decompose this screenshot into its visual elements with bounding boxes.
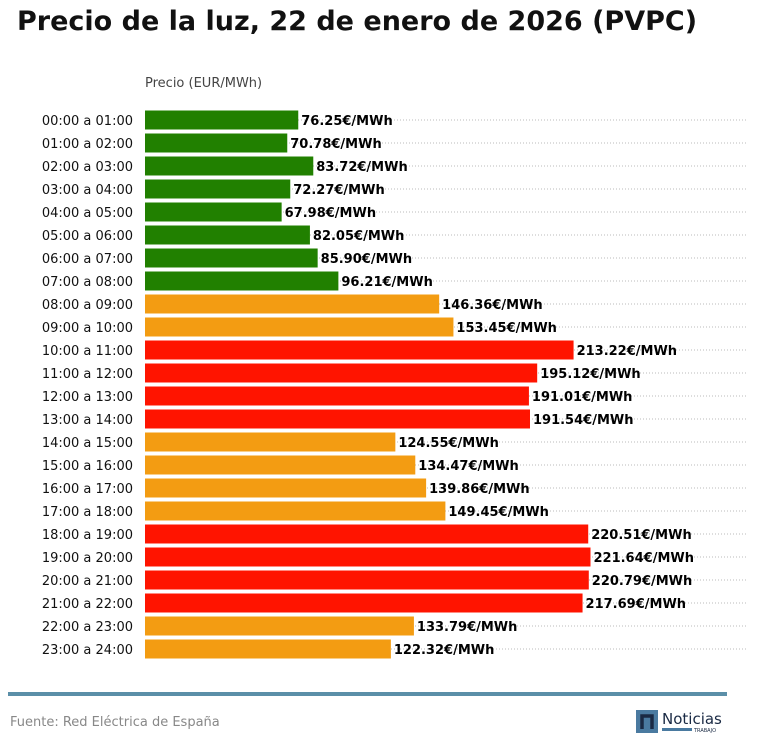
bar	[145, 409, 530, 429]
data-label: 82.05€/MWh	[313, 229, 404, 244]
y-tick-label: 09:00 a 10:00	[42, 321, 133, 336]
y-tick-label: 23:00 a 24:00	[42, 643, 133, 658]
data-label: 124.55€/MWh	[398, 436, 499, 451]
data-label: 153.45€/MWh	[456, 321, 557, 336]
y-tick-label: 08:00 a 09:00	[42, 298, 133, 313]
y-tick-label: 10:00 a 11:00	[42, 344, 133, 359]
y-tick-label: 11:00 a 12:00	[42, 367, 133, 382]
data-label: 213.22€/MWh	[577, 344, 678, 359]
y-tick-label: 01:00 a 02:00	[42, 137, 133, 152]
bar	[145, 432, 396, 452]
data-label: 67.98€/MWh	[285, 206, 376, 221]
data-label: 221.64€/MWh	[593, 551, 694, 566]
y-tick-label: 22:00 a 23:00	[42, 620, 133, 635]
y-tick-label: 06:00 a 07:00	[42, 252, 133, 267]
data-label: 85.90€/MWh	[321, 252, 412, 267]
data-label: 96.21€/MWh	[341, 275, 432, 290]
data-label: 139.86€/MWh	[429, 482, 530, 497]
data-label: 220.79€/MWh	[592, 574, 693, 589]
bar	[145, 110, 299, 130]
svg-text:Noticias: Noticias	[662, 710, 722, 728]
bar	[145, 340, 574, 360]
bar	[145, 593, 583, 613]
bar	[145, 294, 440, 314]
bar	[145, 455, 416, 475]
bar	[145, 317, 454, 337]
bar	[145, 524, 589, 544]
data-label: 83.72€/MWh	[316, 160, 407, 175]
y-tick-label: 19:00 a 20:00	[42, 551, 133, 566]
svg-text:TRABAJO: TRABAJO	[693, 728, 716, 734]
data-label: 76.25€/MWh	[301, 114, 392, 129]
bar	[145, 156, 314, 176]
bar	[145, 386, 529, 406]
data-label: 195.12€/MWh	[540, 367, 641, 382]
bar-chart: Precio (EUR/MWh) 00:00 a 01:00 76.25€/MWh…	[42, 76, 748, 659]
data-label: 72.27€/MWh	[293, 183, 384, 198]
y-tick-label: 13:00 a 14:00	[42, 413, 133, 428]
bar	[145, 363, 538, 383]
y-tick-label: 04:00 a 05:00	[42, 206, 133, 221]
data-label: 70.78€/MWh	[290, 137, 381, 152]
y-tick-label: 16:00 a 17:00	[42, 482, 133, 497]
data-label: 133.79€/MWh	[417, 620, 518, 635]
y-tick-label: 05:00 a 06:00	[42, 229, 133, 244]
data-label: 122.32€/MWh	[394, 643, 495, 658]
y-tick-label: 17:00 a 18:00	[42, 505, 133, 520]
y-tick-label: 03:00 a 04:00	[42, 183, 133, 198]
data-label: 191.54€/MWh	[533, 413, 634, 428]
data-label: 220.51€/MWh	[591, 528, 692, 543]
bar	[145, 202, 282, 222]
y-tick-label: 14:00 a 15:00	[42, 436, 133, 451]
y-tick-label: 18:00 a 19:00	[42, 528, 133, 543]
y-tick-label: 12:00 a 13:00	[42, 390, 133, 405]
x-axis-label: Precio (EUR/MWh)	[145, 76, 262, 91]
bar	[145, 248, 318, 268]
bar	[145, 179, 291, 199]
bar	[145, 616, 414, 636]
bar	[145, 478, 427, 498]
y-tick-label: 21:00 a 22:00	[42, 597, 133, 612]
bar	[145, 547, 591, 567]
y-tick-label: 20:00 a 21:00	[42, 574, 133, 589]
data-label: 134.47€/MWh	[418, 459, 518, 474]
data-label: 217.69€/MWh	[586, 597, 687, 612]
y-tick-label: 07:00 a 08:00	[42, 275, 133, 290]
bar	[145, 501, 446, 521]
y-tick-label: 15:00 a 16:00	[42, 459, 133, 474]
y-tick-label: 02:00 a 03:00	[42, 160, 133, 175]
data-label: 191.01€/MWh	[532, 390, 633, 405]
footer-divider	[8, 692, 727, 696]
chart-title: Precio de la luz, 22 de enero de 2026 (P…	[17, 6, 698, 37]
bar	[145, 570, 589, 590]
noticias-trabajo-logo: Noticias TRABAJO	[636, 710, 722, 734]
bar	[145, 639, 391, 659]
bar	[145, 133, 288, 153]
bar	[145, 271, 339, 291]
y-tick-label: 00:00 a 01:00	[42, 114, 133, 129]
bar	[145, 225, 310, 245]
data-label: 149.45€/MWh	[448, 505, 549, 520]
source-note: Fuente: Red Eléctrica de España	[10, 715, 220, 730]
data-label: 146.36€/MWh	[442, 298, 543, 313]
